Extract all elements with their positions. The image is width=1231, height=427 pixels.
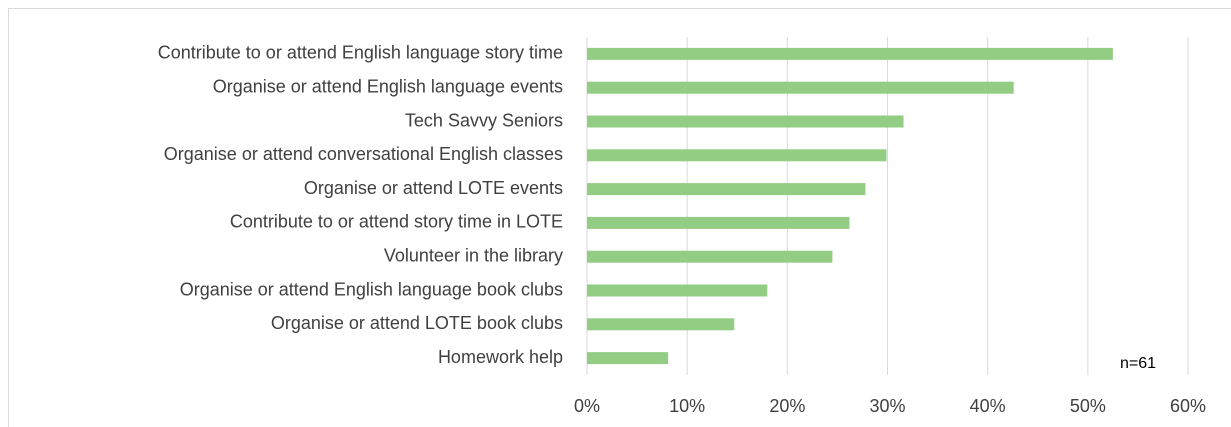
x-tick-label: 20%: [769, 396, 805, 416]
bar: [587, 81, 1014, 94]
x-tick-label: 0%: [574, 396, 600, 416]
y-tick-label: Organise or attend English language book…: [180, 279, 563, 299]
bar: [587, 352, 669, 365]
y-tick-label: Homework help: [438, 347, 563, 367]
x-tick-label: 10%: [669, 396, 705, 416]
bar: [587, 318, 735, 331]
bar: [587, 216, 850, 229]
y-tick-label: Organise or attend LOTE events: [304, 178, 563, 198]
y-tick-label: Contribute to or attend story time in LO…: [230, 212, 563, 232]
annotation: n=61: [1120, 355, 1156, 372]
y-tick-label: Tech Savvy Seniors: [405, 110, 563, 130]
bar: [587, 183, 866, 196]
y-tick-label: Contribute to or attend English language…: [158, 43, 563, 63]
chart-border: [8, 8, 1231, 427]
bar: [587, 149, 887, 162]
y-tick-label: Volunteer in the library: [384, 245, 563, 265]
y-tick-label: Organise or attend English language even…: [213, 76, 563, 96]
bar: [587, 250, 833, 263]
x-tick-label: 40%: [970, 396, 1006, 416]
x-tick-label: 30%: [869, 396, 905, 416]
y-tick-label: Organise or attend LOTE book clubs: [271, 313, 563, 333]
bar: [587, 115, 904, 128]
bar: [587, 47, 1113, 60]
x-tick-label: 60%: [1170, 396, 1206, 416]
x-tick-label: 50%: [1070, 396, 1106, 416]
y-tick-label: Organise or attend conversational Englis…: [164, 144, 563, 164]
bar: [587, 284, 768, 297]
